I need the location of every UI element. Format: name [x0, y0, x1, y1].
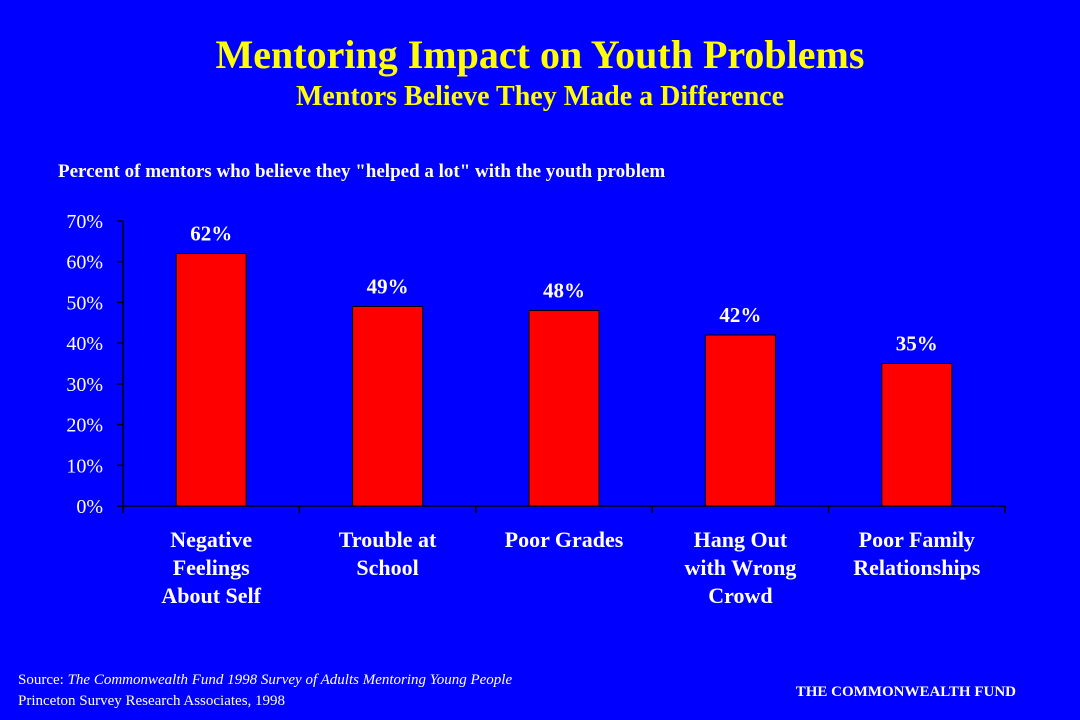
data-label: 48% — [543, 279, 585, 303]
category-label-line: Trouble at — [339, 527, 437, 552]
y-tick-label: 50% — [66, 292, 103, 314]
slide-subtitle: Mentors Believe They Made a Difference — [295, 81, 785, 112]
category-label-line: Negative — [170, 527, 252, 552]
source-line-2: Princeton Survey Research Associates, 19… — [18, 693, 286, 709]
bar — [175, 253, 247, 507]
bar — [881, 363, 953, 507]
y-tick-label: 60% — [66, 252, 103, 274]
y-tick-label: 30% — [66, 374, 103, 396]
category-label-line: Feelings — [173, 555, 250, 580]
slide-title: Mentoring Impact on Youth Problems — [215, 32, 865, 77]
category-label-line: Relationships — [853, 555, 981, 580]
data-label: 35% — [896, 332, 938, 356]
category-label: Negative Feelings About Self — [161, 527, 261, 608]
category-label: Trouble at School — [339, 527, 437, 580]
data-label: 62% — [190, 222, 232, 246]
chart-caption: Percent of mentors who believe they "hel… — [58, 161, 666, 182]
y-tick-label: 10% — [66, 455, 103, 477]
data-label: 42% — [719, 303, 761, 327]
source-prefix: Source: — [18, 672, 68, 688]
y-tick-label: 0% — [76, 496, 103, 518]
footer-brand: THE COMMONWEALTH FUND — [795, 684, 1016, 700]
category-label-line: Hang Out — [694, 527, 788, 552]
bar — [704, 334, 776, 507]
category-label-line: About Self — [161, 583, 261, 608]
y-tick-label: 20% — [66, 415, 103, 437]
category-label-line: Poor Grades — [505, 527, 624, 552]
category-label-line: with Wrong — [684, 555, 796, 580]
category-label-line: Poor Family — [859, 527, 975, 552]
category-label: Poor Grades — [505, 527, 624, 552]
y-tick-label: 40% — [66, 333, 103, 355]
source-note: Source: The Commonwealth Fund 1998 Surve… — [18, 670, 512, 712]
source-survey-title: The Commonwealth Fund 1998 Survey of Adu… — [67, 672, 513, 688]
category-label-line: School — [356, 555, 418, 580]
y-tick-label: 70% — [66, 211, 103, 233]
data-label: 49% — [367, 275, 409, 299]
category-label: Poor Family Relationships — [853, 527, 981, 580]
category-label-line: Crowd — [708, 583, 772, 608]
bar — [528, 310, 600, 507]
category-label: Hang Out with Wrong Crowd — [684, 527, 796, 608]
bar — [352, 306, 424, 507]
